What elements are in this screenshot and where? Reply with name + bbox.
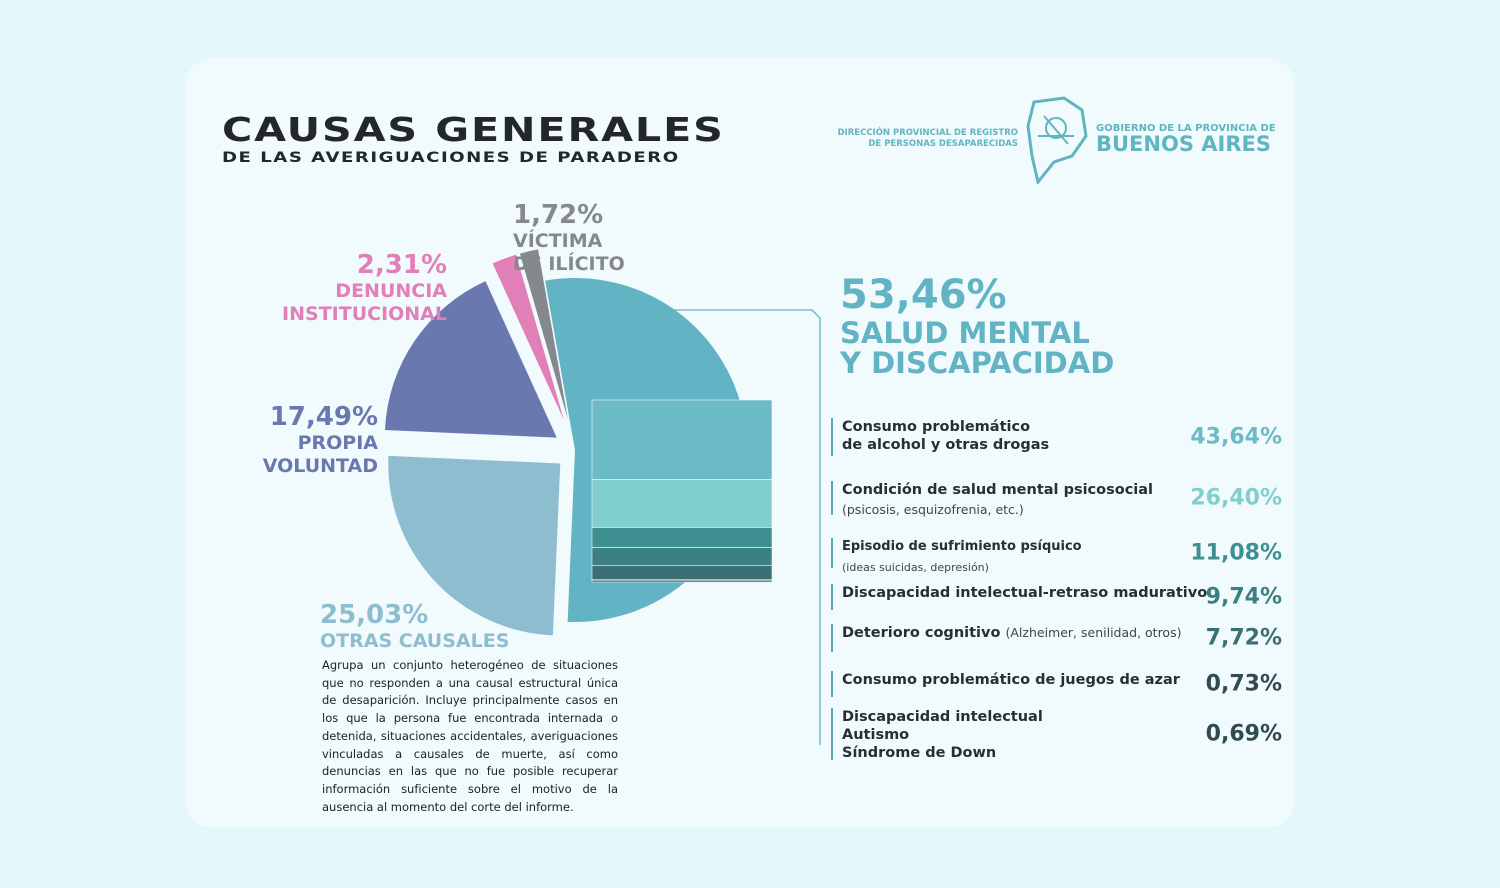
breakdown-value-label: 0,73% <box>1205 671 1282 697</box>
breakdown-label: Episodio de sufrimiento psíquico <box>842 539 1082 554</box>
logo <box>1026 96 1088 184</box>
pie-value-label: 17,49% <box>269 402 378 432</box>
pie-slice <box>384 281 557 438</box>
breakdown-detail: (psicosis, esquizofrenia, etc.) <box>842 502 1024 517</box>
note: Agrupa un conjunto heterogéneo de situac… <box>322 658 618 814</box>
breakdown-label: Discapacidad intelectual-retraso madurat… <box>842 585 1208 601</box>
pie-category: DENUNCIA INSTITUCIONAL <box>282 280 447 325</box>
detail-line: (psicosis, esquizofrenia, etc.) <box>842 499 1282 518</box>
breakdown-value-label: 43,64% <box>1190 424 1282 450</box>
pie-category: PROPIA VOLUNTAD <box>262 432 378 477</box>
org-name: DIRECCIÓN PROVINCIAL DE REGISTRO DE PERS… <box>837 128 1019 149</box>
pie-category: VÍCTIMA DE ILÍCITO <box>513 230 625 275</box>
breakdown-row: Discapacidad intelectual Autismo Síndrom… <box>831 708 1282 761</box>
chart-subtitle: DE LAS AVERIGUACIONES DE PARADERO <box>222 150 680 166</box>
pie-category: OTRAS CAUSALES <box>320 630 510 652</box>
pie-value-label: 53,46% <box>840 272 1007 318</box>
pie-label: 1,72% VÍCTIMA DE ILÍCITO <box>513 200 625 276</box>
breakdown-value-label: 7,72% <box>1205 625 1282 651</box>
breakdown-row: Consumo problemático de alcohol y otras … <box>831 418 1282 456</box>
breakdown-label: Consumo problemático de alcohol y otras … <box>842 419 1050 453</box>
detail-line: (ideas suicidas, depresión) <box>842 556 1282 575</box>
pie-label: 25,03% OTRAS CAUSALES <box>320 600 509 653</box>
org-main: BUENOS AIRES <box>1096 132 1271 156</box>
breakdown-row: Consumo problemático de juegos de azar 0,… <box>831 671 1282 697</box>
breakdown-row: Episodio de sufrimiento psíquico (ideas s… <box>831 538 1282 574</box>
pie-slice <box>492 254 564 420</box>
pie-label: 53,46% SALUD MENTAL Y DISCAPACIDAD <box>840 272 1114 378</box>
pie-value-label: 25,03% <box>320 600 429 630</box>
pie-category: SALUD MENTAL Y DISCAPACIDAD <box>840 316 1115 380</box>
breakdown-row: Condición de salud mental psicosocial (ps… <box>831 481 1282 518</box>
pie-slice <box>388 455 561 636</box>
breakdown-value-label: 0,69% <box>1205 721 1282 747</box>
breakdown-band <box>591 565 773 580</box>
breakdown-detail: (ideas suicidas, depresión) <box>842 561 989 574</box>
breakdown-value-label: 9,74% <box>1205 584 1282 610</box>
pie-value-label: 2,31% <box>356 250 447 280</box>
pie-value-label: 1,72% <box>513 200 604 230</box>
breakdown-band <box>591 580 773 583</box>
breakdown-row: Deterioro cognitivo (Alzheimer, senilida… <box>831 624 1282 652</box>
breakdown-label: Consumo problemático de juegos de azar <box>842 672 1180 688</box>
breakdown-band <box>591 547 773 566</box>
breakdown-band <box>591 399 773 480</box>
breakdown-value-label: 11,08% <box>1190 540 1282 566</box>
breakdown-band <box>591 527 773 548</box>
connector <box>640 309 821 745</box>
org-top: GOBIERNO DE LA PROVINCIA DE <box>1096 123 1276 134</box>
breakdown-band <box>591 479 773 528</box>
pie-label: 17,49% PROPIA VOLUNTAD <box>263 402 378 478</box>
breakdown-row: Discapacidad intelectual-retraso madurat… <box>831 584 1282 610</box>
breakdown-label: Discapacidad intelectual Autismo Síndrom… <box>842 709 1043 761</box>
chart-title: CAUSAS GENERALES <box>222 110 725 149</box>
breakdown-detail: (Alzheimer, senilidad, otros) <box>1005 625 1182 640</box>
breakdown-label: Deterioro cognitivo (Alzheimer, senilida… <box>842 625 1182 641</box>
pie-slice <box>519 249 568 419</box>
breakdown-label: Condición de salud mental psicosocial <box>842 482 1154 498</box>
pie-label: 2,31% DENUNCIA INSTITUCIONAL <box>282 250 447 326</box>
breakdown-value-label: 26,40% <box>1190 485 1282 511</box>
